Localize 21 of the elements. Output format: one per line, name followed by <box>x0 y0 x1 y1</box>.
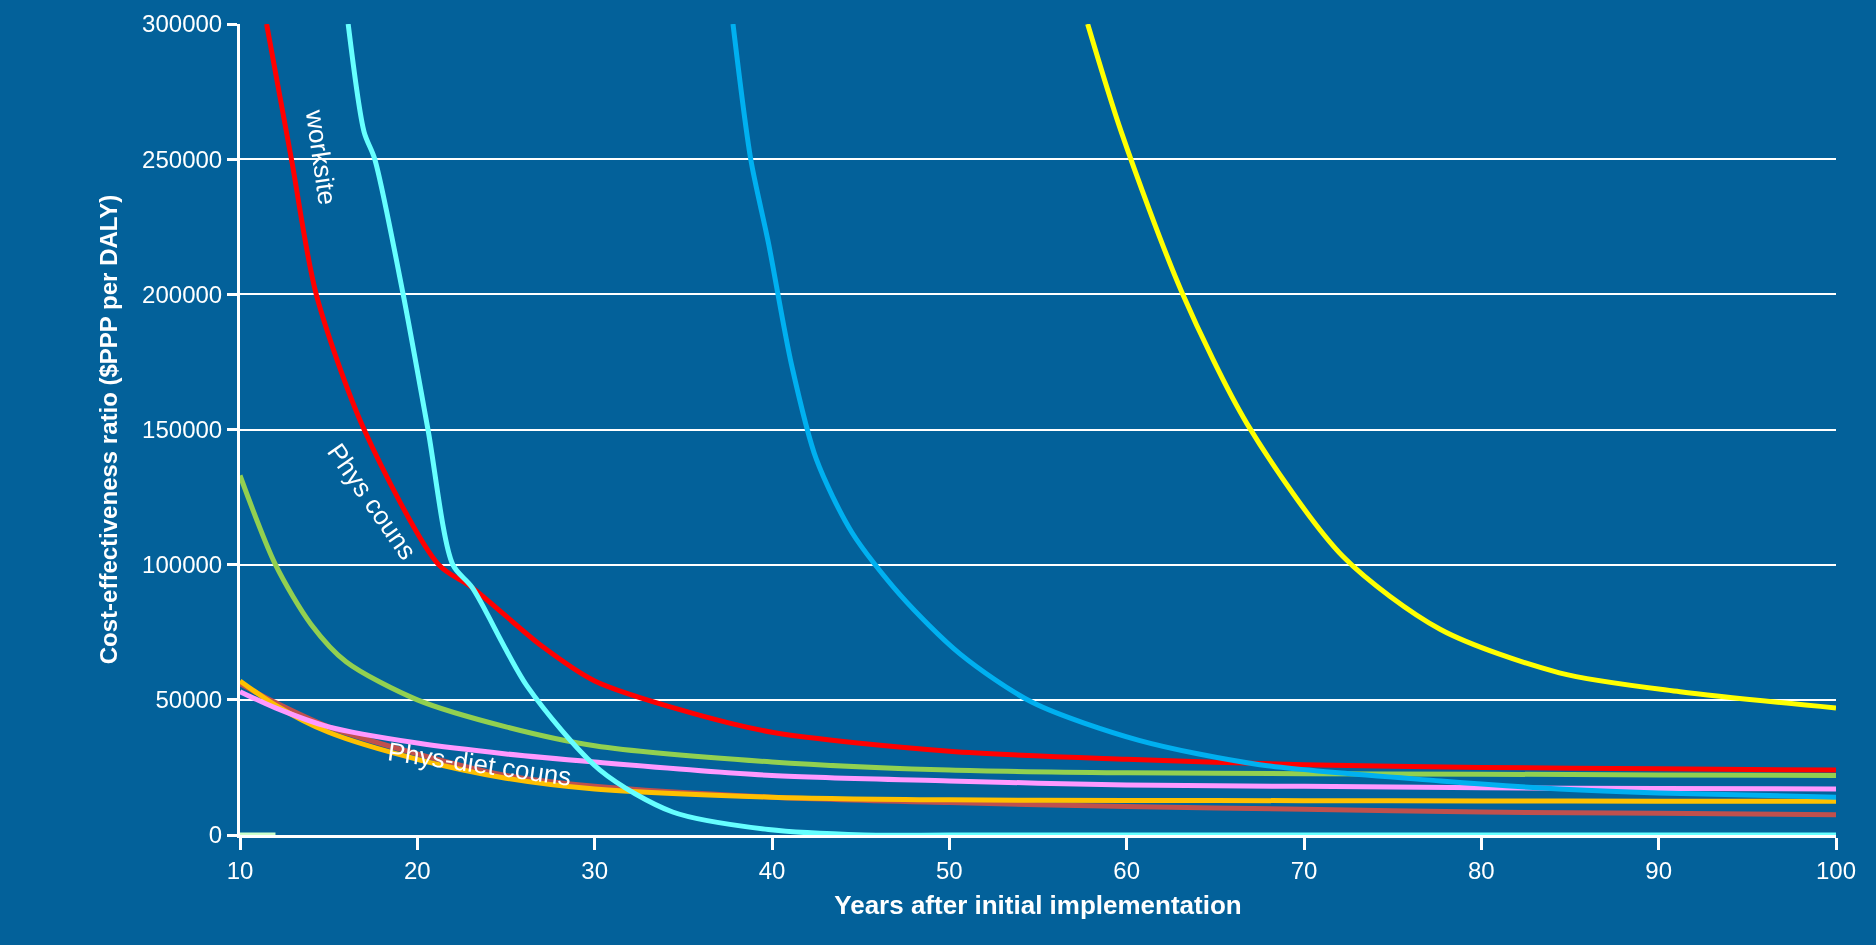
y-tick-label: 300000 <box>142 10 223 38</box>
annotation: Phys-diet couns <box>385 736 574 792</box>
x-tick-label: 100 <box>1815 856 1857 884</box>
y-tick-label: 250000 <box>142 145 223 173</box>
y-axis-title: Cost-effectiveness ratio ($PPP per DALY) <box>95 194 123 665</box>
y-tick-label: 100000 <box>142 551 223 579</box>
x-tick-label: 20 <box>403 856 431 884</box>
y-tick-label: 200000 <box>142 280 223 308</box>
annotation: worksite <box>299 107 343 207</box>
x-tick-label: 80 <box>1467 856 1495 884</box>
x-axis-title: Years after initial implementation <box>834 890 1242 921</box>
y-tick-label: 150000 <box>142 415 223 443</box>
x-tick-label: 10 <box>226 856 254 884</box>
x-tick-label: 60 <box>1113 856 1141 884</box>
x-tick-label: 90 <box>1645 856 1673 884</box>
x-tick-label: 30 <box>581 856 609 884</box>
y-tick-label: 0 <box>208 821 223 849</box>
x-tick-label: 40 <box>758 856 786 884</box>
x-tick-label: 50 <box>935 856 963 884</box>
y-tick-label: 50000 <box>155 686 223 714</box>
x-tick-label: 70 <box>1290 856 1318 884</box>
